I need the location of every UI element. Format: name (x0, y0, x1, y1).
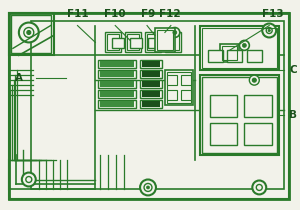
Text: F11: F11 (67, 9, 88, 18)
Text: F9: F9 (141, 9, 155, 18)
Text: F13: F13 (262, 9, 284, 18)
Circle shape (242, 43, 246, 47)
Bar (167, 34, 179, 50)
Bar (31, 21, 284, 189)
Bar (181, 75, 191, 85)
Bar (248, 50, 262, 62)
Bar (127, 34, 139, 50)
Bar (220, 44, 239, 62)
Bar (100, 71, 134, 77)
Bar (100, 81, 134, 87)
Text: C: C (289, 65, 297, 75)
Circle shape (252, 78, 256, 82)
Circle shape (146, 186, 149, 189)
Circle shape (249, 75, 259, 85)
Bar (98, 100, 136, 108)
Bar (100, 101, 134, 107)
Bar (11, 15, 51, 53)
Bar (112, 38, 124, 48)
Bar (165, 70, 193, 105)
Bar (140, 100, 162, 108)
Bar (140, 80, 162, 88)
Bar (125, 33, 141, 52)
Bar (142, 101, 160, 107)
Circle shape (268, 29, 270, 32)
Bar (210, 95, 237, 117)
Bar (244, 95, 272, 117)
Bar (105, 33, 121, 52)
Bar (210, 123, 237, 145)
Bar (142, 71, 160, 77)
Bar (200, 75, 279, 155)
Circle shape (239, 41, 249, 50)
Bar (140, 60, 162, 68)
Bar (98, 60, 136, 68)
Bar (200, 26, 279, 70)
Bar (142, 91, 160, 97)
Circle shape (173, 30, 177, 34)
Bar (167, 90, 177, 100)
Text: B: B (289, 110, 297, 120)
Bar (142, 81, 160, 87)
Bar (155, 28, 175, 52)
Text: F12: F12 (159, 9, 181, 18)
Bar (181, 90, 191, 100)
Bar (142, 61, 160, 67)
Bar (9, 13, 289, 199)
Text: F10: F10 (104, 9, 126, 18)
Bar (100, 61, 134, 67)
Bar (98, 80, 136, 88)
Bar (202, 28, 277, 68)
Circle shape (262, 24, 276, 37)
Bar (157, 29, 173, 50)
Circle shape (27, 30, 31, 34)
Bar (130, 38, 142, 48)
Circle shape (252, 181, 266, 194)
Bar (202, 77, 277, 153)
Bar (9, 13, 54, 55)
Circle shape (170, 28, 180, 37)
Text: A: A (15, 73, 23, 83)
Bar (208, 50, 223, 62)
Bar (244, 123, 272, 145)
Bar (98, 90, 136, 98)
Bar (221, 46, 237, 60)
Bar (165, 33, 181, 52)
Bar (227, 50, 242, 62)
Bar (98, 70, 136, 78)
Bar (167, 72, 191, 103)
Bar (140, 90, 162, 98)
Bar (107, 34, 119, 50)
Bar (140, 70, 162, 78)
Bar (145, 33, 161, 52)
Bar (147, 34, 159, 50)
Bar (148, 38, 160, 48)
Bar (100, 91, 134, 97)
Circle shape (140, 180, 156, 195)
Bar (167, 75, 177, 85)
Bar (9, 13, 289, 199)
Circle shape (19, 22, 39, 42)
Circle shape (22, 173, 36, 186)
